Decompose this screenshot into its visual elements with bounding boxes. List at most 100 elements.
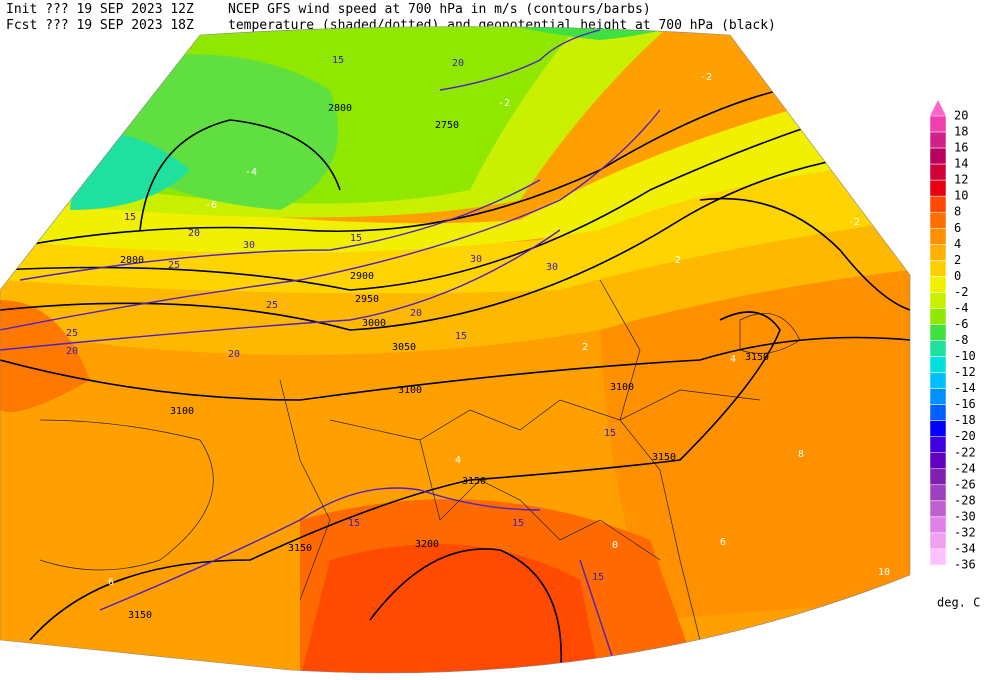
colorbar-box [929, 260, 947, 277]
temperature-label: -6 [205, 200, 217, 211]
colorbar-label: -36 [954, 558, 976, 572]
coastline [39, 419, 214, 571]
border [419, 439, 661, 561]
colorbar-label: 12 [954, 173, 968, 187]
height-label: 3050 [392, 342, 416, 353]
temperature-label: -4 [245, 167, 257, 178]
colorbar-box [929, 404, 947, 421]
height-label: 2800 [120, 255, 144, 266]
wind-contour [0, 229, 561, 351]
map-frame [0, 26, 911, 674]
temperature-label: 4 [455, 455, 461, 466]
wind-labels: 15 20 20 25 30 30 20 15 15 15 20 25 15 1… [66, 55, 616, 583]
colorbar-box [929, 147, 947, 165]
colorbar-label: 16 [954, 141, 968, 155]
colorbar-label: -20 [954, 429, 976, 443]
colorbar-box [929, 548, 947, 566]
wind-label: 15 [332, 55, 344, 66]
temperature-label: 4 [730, 354, 736, 365]
colorbar-box [929, 516, 947, 534]
height-label: 2750 [435, 120, 459, 131]
colorbar-label: -6 [954, 317, 968, 331]
wind-label: 20 [66, 346, 78, 357]
height-label: 3150 [652, 452, 676, 463]
colorbar-box [929, 308, 947, 325]
border [329, 389, 761, 441]
wind-label: 25 [66, 328, 78, 339]
colorbar-box [929, 324, 947, 341]
colorbar-label: -26 [954, 477, 976, 491]
wind-label: 20 [228, 349, 240, 360]
colorbar-box [929, 436, 947, 454]
colorbar-label: -22 [954, 445, 976, 459]
colorbar-box [929, 244, 947, 261]
height-label: 3150 [462, 476, 486, 487]
colorbar-label: 8 [954, 205, 961, 219]
wind-label: 15 [604, 428, 616, 439]
height-contour [0, 109, 861, 291]
colorbar-box [929, 340, 947, 357]
colorbar-box [929, 163, 947, 181]
colorbar-box [929, 388, 947, 405]
colorbar-unit: deg. C [937, 596, 980, 610]
colorbar-box [929, 532, 947, 550]
colorbar-box [929, 484, 947, 502]
height-contour [0, 89, 781, 251]
wind-label: 15 [512, 518, 524, 529]
wind-label: 20 [452, 58, 464, 69]
height-label: 3100 [170, 406, 194, 417]
wind-label: 30 [546, 262, 558, 273]
wind-contours [0, 29, 661, 673]
wind-contour [439, 29, 601, 91]
colorbar-box [929, 372, 947, 389]
wind-label: 15 [592, 572, 604, 583]
colorbar-label: -18 [954, 413, 976, 427]
colorbar-label: 2 [954, 253, 961, 267]
colorbar-box [929, 228, 947, 245]
colorbar-box [929, 179, 947, 197]
height-label: 3150 [745, 352, 769, 363]
height-contour [29, 311, 781, 641]
temperature-label: 8 [798, 449, 804, 460]
colorbar-label: 20 [954, 109, 968, 123]
height-label: 2800 [328, 103, 352, 114]
temperature-label: -2 [498, 98, 510, 109]
colorbar-label: -14 [954, 381, 976, 395]
borders [39, 279, 801, 641]
colorbar-box [929, 468, 947, 486]
field-band [0, 300, 90, 412]
wind-label: 30 [243, 240, 255, 251]
wind-label: 25 [168, 260, 180, 271]
wind-contour [99, 487, 541, 611]
height-label: 3200 [415, 539, 439, 550]
temperature-label: 6 [108, 577, 114, 588]
colorbar-label: -16 [954, 397, 976, 411]
init-time: Init ??? 19 SEP 2023 12Z [6, 2, 194, 17]
border [279, 379, 331, 601]
colorbar-label: -8 [954, 333, 968, 347]
temperature-labels: -4 -6 -2 -2 2 2 4 4 6 8 10 6 -2 0 [108, 72, 890, 588]
temperature-label: 2 [675, 255, 681, 266]
height-label: 3100 [610, 382, 634, 393]
forecast-time: Fcst ??? 19 SEP 2023 18Z [6, 18, 194, 33]
colorbar-label: -30 [954, 509, 976, 523]
height-contour [139, 119, 341, 231]
wind-label: 25 [266, 300, 278, 311]
coastline [739, 312, 801, 354]
colorbar-box [929, 420, 947, 437]
height-label: 3100 [398, 385, 422, 396]
title-line-1: NCEP GFS wind speed at 700 hPa in m/s (c… [228, 2, 651, 17]
colorbar-box [929, 292, 947, 309]
colorbar-box [929, 500, 947, 518]
colorbar-label: 10 [954, 189, 968, 203]
temperature-label: -2 [700, 72, 712, 83]
field-band [0, 160, 910, 355]
colorbar-label: 6 [954, 221, 961, 235]
colorbar-label: -2 [954, 285, 968, 299]
colorbar-label: -10 [954, 349, 976, 363]
temperature-label: -2 [848, 217, 860, 228]
colorbar-label: -4 [954, 301, 968, 315]
height-contour [699, 197, 910, 311]
colorbar-label: -34 [954, 541, 976, 555]
